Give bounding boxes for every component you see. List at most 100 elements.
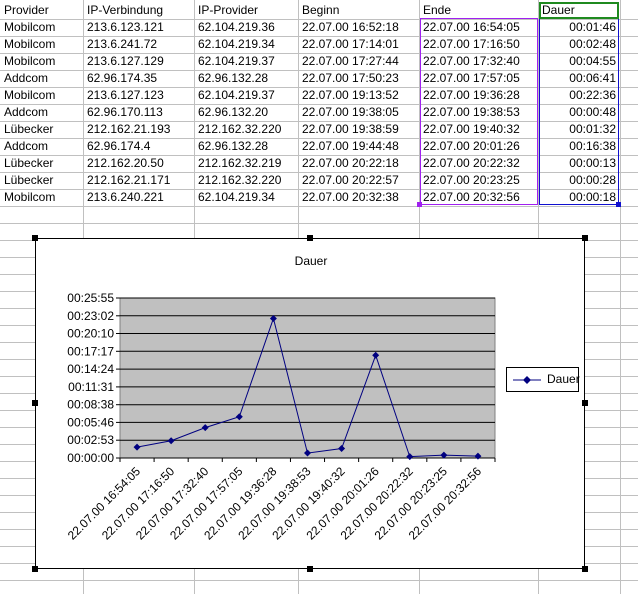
- plot-area: [119, 297, 496, 459]
- cell-dauer[interactable]: 00:16:38: [569, 139, 616, 153]
- cell-ende[interactable]: 22.07.00 17:32:40: [423, 54, 520, 68]
- cell-dauer[interactable]: 00:04:55: [569, 54, 616, 68]
- dauer-selection-handle[interactable]: [616, 202, 621, 207]
- line-chart[interactable]: Dauer 00:00:00 00:02:53 00:05:46 00:08:38 00:…: [35, 238, 585, 569]
- cell-ip-provider[interactable]: 62.104.219.36: [198, 20, 275, 34]
- cell-ip-verbindung[interactable]: 62.96.174.35: [87, 71, 158, 85]
- cell-provider[interactable]: Lübecker: [4, 122, 54, 136]
- y-tick-label: 00:05:46: [67, 415, 114, 429]
- row-gridline: [0, 223, 638, 224]
- y-tick-label: 00:08:38: [67, 398, 114, 412]
- cell-beginn[interactable]: 22.07.00 20:22:57: [302, 173, 399, 187]
- cell-beginn[interactable]: 22.07.00 20:32:38: [302, 190, 399, 204]
- cell-ende[interactable]: 22.07.00 20:32:56: [423, 190, 520, 204]
- cell-dauer[interactable]: 00:00:48: [569, 105, 616, 119]
- cell-ip-verbindung[interactable]: 213.6.127.123: [87, 88, 164, 102]
- legend-label: Dauer: [547, 372, 580, 386]
- cell-beginn[interactable]: 22.07.00 19:38:59: [302, 122, 399, 136]
- data-point-marker: [338, 445, 346, 453]
- cell-ende[interactable]: 22.07.00 19:36:28: [423, 88, 520, 102]
- header-ip-provider[interactable]: IP-Provider: [198, 3, 259, 17]
- cell-ip-provider[interactable]: 212.162.32.220: [198, 122, 282, 136]
- cell-ende[interactable]: 22.07.00 19:40:32: [423, 122, 520, 136]
- cell-beginn[interactable]: 22.07.00 17:14:01: [302, 37, 399, 51]
- cell-ende[interactable]: 22.07.00 20:22:32: [423, 156, 520, 170]
- cell-beginn[interactable]: 22.07.00 17:27:44: [302, 54, 399, 68]
- cell-provider[interactable]: Mobilcom: [4, 190, 56, 204]
- cell-ende[interactable]: 22.07.00 20:23:25: [423, 173, 520, 187]
- cell-provider[interactable]: Mobilcom: [4, 54, 56, 68]
- cell-ende[interactable]: 22.07.00 20:01:26: [423, 139, 520, 153]
- cell-ip-provider[interactable]: 62.104.219.37: [198, 88, 275, 102]
- row-gridline: [0, 87, 638, 88]
- data-point-marker: [235, 413, 243, 421]
- header-beginn[interactable]: Beginn: [302, 3, 340, 17]
- chart-resize-handle-right[interactable]: [582, 400, 588, 406]
- cell-dauer[interactable]: 00:00:18: [569, 190, 616, 204]
- header-dauer[interactable]: Dauer: [542, 3, 575, 17]
- cell-ip-verbindung[interactable]: 213.6.240.221: [87, 190, 164, 204]
- cell-dauer[interactable]: 00:22:36: [569, 88, 616, 102]
- column-gridline: [620, 0, 621, 594]
- cell-provider[interactable]: Addcom: [4, 105, 49, 119]
- chart-resize-handle-bottom-right[interactable]: [582, 566, 588, 572]
- cell-ip-provider[interactable]: 212.162.32.219: [198, 156, 282, 170]
- chart-resize-handle-top-right[interactable]: [582, 235, 588, 241]
- chart-legend[interactable]: Dauer: [506, 367, 580, 392]
- cell-beginn[interactable]: 22.07.00 19:44:48: [302, 139, 399, 153]
- chart-resize-handle-top[interactable]: [307, 235, 313, 241]
- cell-ende[interactable]: 22.07.00 16:54:05: [423, 20, 520, 34]
- y-tick-label: 00:02:53: [67, 433, 114, 447]
- cell-ip-verbindung[interactable]: 62.96.174.4: [87, 139, 151, 153]
- chart-resize-handle-bottom-left[interactable]: [32, 566, 38, 572]
- cell-provider[interactable]: Mobilcom: [4, 20, 56, 34]
- cell-provider[interactable]: Addcom: [4, 139, 49, 153]
- legend-line-marker: [513, 376, 541, 384]
- cell-ip-verbindung[interactable]: 212.162.21.171: [87, 173, 171, 187]
- cell-ip-verbindung[interactable]: 212.162.21.193: [87, 122, 171, 136]
- cell-dauer[interactable]: 00:06:41: [569, 71, 616, 85]
- ende-selection-handle[interactable]: [417, 202, 422, 207]
- cell-dauer[interactable]: 00:02:48: [569, 37, 616, 51]
- cell-provider[interactable]: Lübecker: [4, 173, 54, 187]
- chart-resize-handle-bottom[interactable]: [307, 566, 313, 572]
- cell-ip-provider[interactable]: 62.96.132.28: [198, 71, 269, 85]
- cell-ip-provider[interactable]: 62.104.219.37: [198, 54, 275, 68]
- active-cell-indicator[interactable]: [539, 2, 619, 19]
- cell-ip-verbindung[interactable]: 62.96.170.113: [87, 105, 163, 119]
- cell-provider[interactable]: Addcom: [4, 71, 49, 85]
- cell-beginn[interactable]: 22.07.00 20:22:18: [302, 156, 399, 170]
- cell-provider[interactable]: Mobilcom: [4, 88, 56, 102]
- header-ip-verbindung[interactable]: IP-Verbindung: [87, 3, 164, 17]
- cell-ip-provider[interactable]: 62.96.132.20: [198, 105, 269, 119]
- cell-ip-provider[interactable]: 62.104.219.34: [198, 190, 275, 204]
- chart-resize-handle-top-left[interactable]: [32, 235, 38, 241]
- cell-ende[interactable]: 22.07.00 17:57:05: [423, 71, 520, 85]
- header-provider[interactable]: Provider: [4, 3, 49, 17]
- cell-dauer[interactable]: 00:00:13: [569, 156, 616, 170]
- cell-beginn[interactable]: 22.07.00 19:38:05: [302, 105, 399, 119]
- cell-ip-provider[interactable]: 212.162.32.220: [198, 173, 282, 187]
- header-ende[interactable]: Ende: [423, 3, 452, 17]
- cell-ip-verbindung[interactable]: 213.6.123.121: [87, 20, 164, 34]
- cell-ip-verbindung[interactable]: 212.162.20.50: [87, 156, 164, 170]
- cell-ip-verbindung[interactable]: 213.6.127.129: [87, 54, 164, 68]
- cell-dauer[interactable]: 00:00:28: [569, 173, 616, 187]
- cell-beginn[interactable]: 22.07.00 16:52:18: [302, 20, 399, 34]
- cell-beginn[interactable]: 22.07.00 17:50:23: [302, 71, 399, 85]
- row-gridline: [0, 104, 638, 105]
- cell-dauer[interactable]: 00:01:46: [569, 20, 616, 34]
- cell-provider[interactable]: Lübecker: [4, 156, 54, 170]
- row-gridline: [0, 155, 638, 156]
- chart-title: Dauer: [295, 254, 328, 268]
- cell-ip-provider[interactable]: 62.96.132.28: [198, 139, 269, 153]
- cell-beginn[interactable]: 22.07.00 19:13:52: [302, 88, 399, 102]
- cell-ende[interactable]: 22.07.00 19:38:53: [423, 105, 520, 119]
- chart-resize-handle-left[interactable]: [32, 400, 38, 406]
- cell-provider[interactable]: Mobilcom: [4, 37, 56, 51]
- cell-ende[interactable]: 22.07.00 17:16:50: [423, 37, 520, 51]
- cell-ip-verbindung[interactable]: 213.6.241.72: [87, 37, 158, 51]
- cell-ip-provider[interactable]: 62.104.219.34: [198, 37, 275, 51]
- row-gridline: [0, 53, 638, 54]
- cell-dauer[interactable]: 00:01:32: [569, 122, 616, 136]
